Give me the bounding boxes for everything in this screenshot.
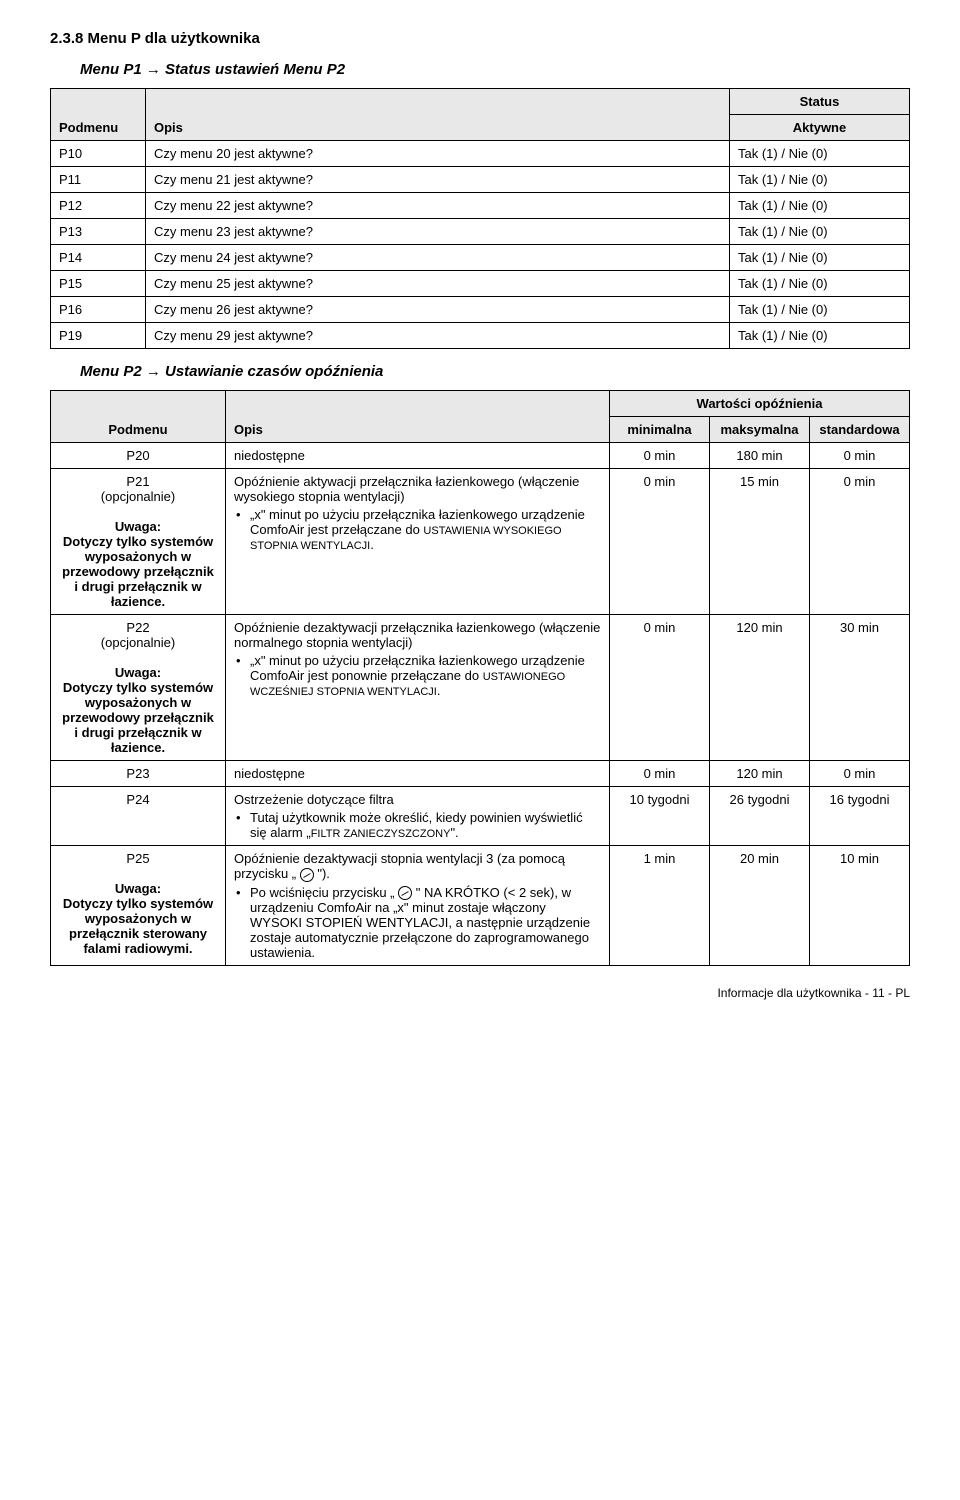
- cell: 0 min: [610, 615, 710, 761]
- cell: 0 min: [810, 469, 910, 615]
- cell: Opóźnienie dezaktywacji przełącznika łaz…: [226, 615, 610, 761]
- table-row: P25 Uwaga: Dotyczy tylko systemów wyposa…: [51, 846, 910, 966]
- cell: 120 min: [710, 615, 810, 761]
- section-title: 2.3.8 Menu P dla użytkownika: [50, 30, 910, 47]
- cell: 16 tygodni: [810, 787, 910, 846]
- cell: niedostępne: [226, 443, 610, 469]
- cell: P21 (opcjonalnie) Uwaga: Dotyczy tylko s…: [51, 469, 226, 615]
- table-row: P11Czy menu 21 jest aktywne?Tak (1) / Ni…: [51, 167, 910, 193]
- th-aktywne: Aktywne: [730, 115, 910, 141]
- table-row: P19Czy menu 29 jest aktywne?Tak (1) / Ni…: [51, 323, 910, 349]
- th2-opis: Opis: [226, 391, 610, 443]
- th-status: Status: [730, 89, 910, 115]
- th2-min: minimalna: [610, 417, 710, 443]
- table-row: P15Czy menu 25 jest aktywne?Tak (1) / Ni…: [51, 271, 910, 297]
- cell: 180 min: [710, 443, 810, 469]
- cell: niedostępne: [226, 761, 610, 787]
- table-row: P21 (opcjonalnie) Uwaga: Dotyczy tylko s…: [51, 469, 910, 615]
- timer-icon: [398, 886, 412, 900]
- cell: 30 min: [810, 615, 910, 761]
- th2-max: maksymalna: [710, 417, 810, 443]
- cell: P24: [51, 787, 226, 846]
- th-podmenu: Podmenu: [51, 89, 146, 141]
- cell: Opóźnienie aktywacji przełącznika łazien…: [226, 469, 610, 615]
- th-opis: Opis: [146, 89, 730, 141]
- cell: 20 min: [710, 846, 810, 966]
- th2-def: standardowa: [810, 417, 910, 443]
- cell: 1 min: [610, 846, 710, 966]
- cell: P20: [51, 443, 226, 469]
- table-delays: Podmenu Opis Wartości opóźnienia minimal…: [50, 390, 910, 966]
- cell: 15 min: [710, 469, 810, 615]
- table-row: P20 niedostępne 0 min 180 min 0 min: [51, 443, 910, 469]
- cell: 0 min: [610, 443, 710, 469]
- cell: 10 tygodni: [610, 787, 710, 846]
- table-row: P22 (opcjonalnie) Uwaga: Dotyczy tylko s…: [51, 615, 910, 761]
- th2-span: Wartości opóźnienia: [610, 391, 910, 417]
- table-row: P14Czy menu 24 jest aktywne?Tak (1) / Ni…: [51, 245, 910, 271]
- cell: P23: [51, 761, 226, 787]
- cell: P22 (opcjonalnie) Uwaga: Dotyczy tylko s…: [51, 615, 226, 761]
- cell: P25 Uwaga: Dotyczy tylko systemów wyposa…: [51, 846, 226, 966]
- cell: Opóźnienie dezaktywacji stopnia wentylac…: [226, 846, 610, 966]
- subtitle-2: Menu P2 → Ustawianie czasów opóźnienia: [80, 363, 910, 380]
- table-row: P24 Ostrzeżenie dotyczące filtra Tutaj u…: [51, 787, 910, 846]
- cell: 120 min: [710, 761, 810, 787]
- table-status: Podmenu Opis Status Aktywne P10Czy menu …: [50, 88, 910, 349]
- page-footer: Informacje dla użytkownika - 11 - PL: [50, 986, 910, 1000]
- table-row: P10Czy menu 20 jest aktywne?Tak (1) / Ni…: [51, 141, 910, 167]
- timer-icon: [300, 868, 314, 882]
- subtitle-1: Menu P1 → Status ustawień Menu P2: [80, 61, 910, 78]
- table-row: P13Czy menu 23 jest aktywne?Tak (1) / Ni…: [51, 219, 910, 245]
- cell: 26 tygodni: [710, 787, 810, 846]
- cell: 0 min: [610, 761, 710, 787]
- cell: 10 min: [810, 846, 910, 966]
- table-row: P16Czy menu 26 jest aktywne?Tak (1) / Ni…: [51, 297, 910, 323]
- th2-podmenu: Podmenu: [51, 391, 226, 443]
- table-row: P23 niedostępne 0 min 120 min 0 min: [51, 761, 910, 787]
- cell: 0 min: [610, 469, 710, 615]
- cell: 0 min: [810, 761, 910, 787]
- cell: 0 min: [810, 443, 910, 469]
- table-row: P12Czy menu 22 jest aktywne?Tak (1) / Ni…: [51, 193, 910, 219]
- cell: Ostrzeżenie dotyczące filtra Tutaj użytk…: [226, 787, 610, 846]
